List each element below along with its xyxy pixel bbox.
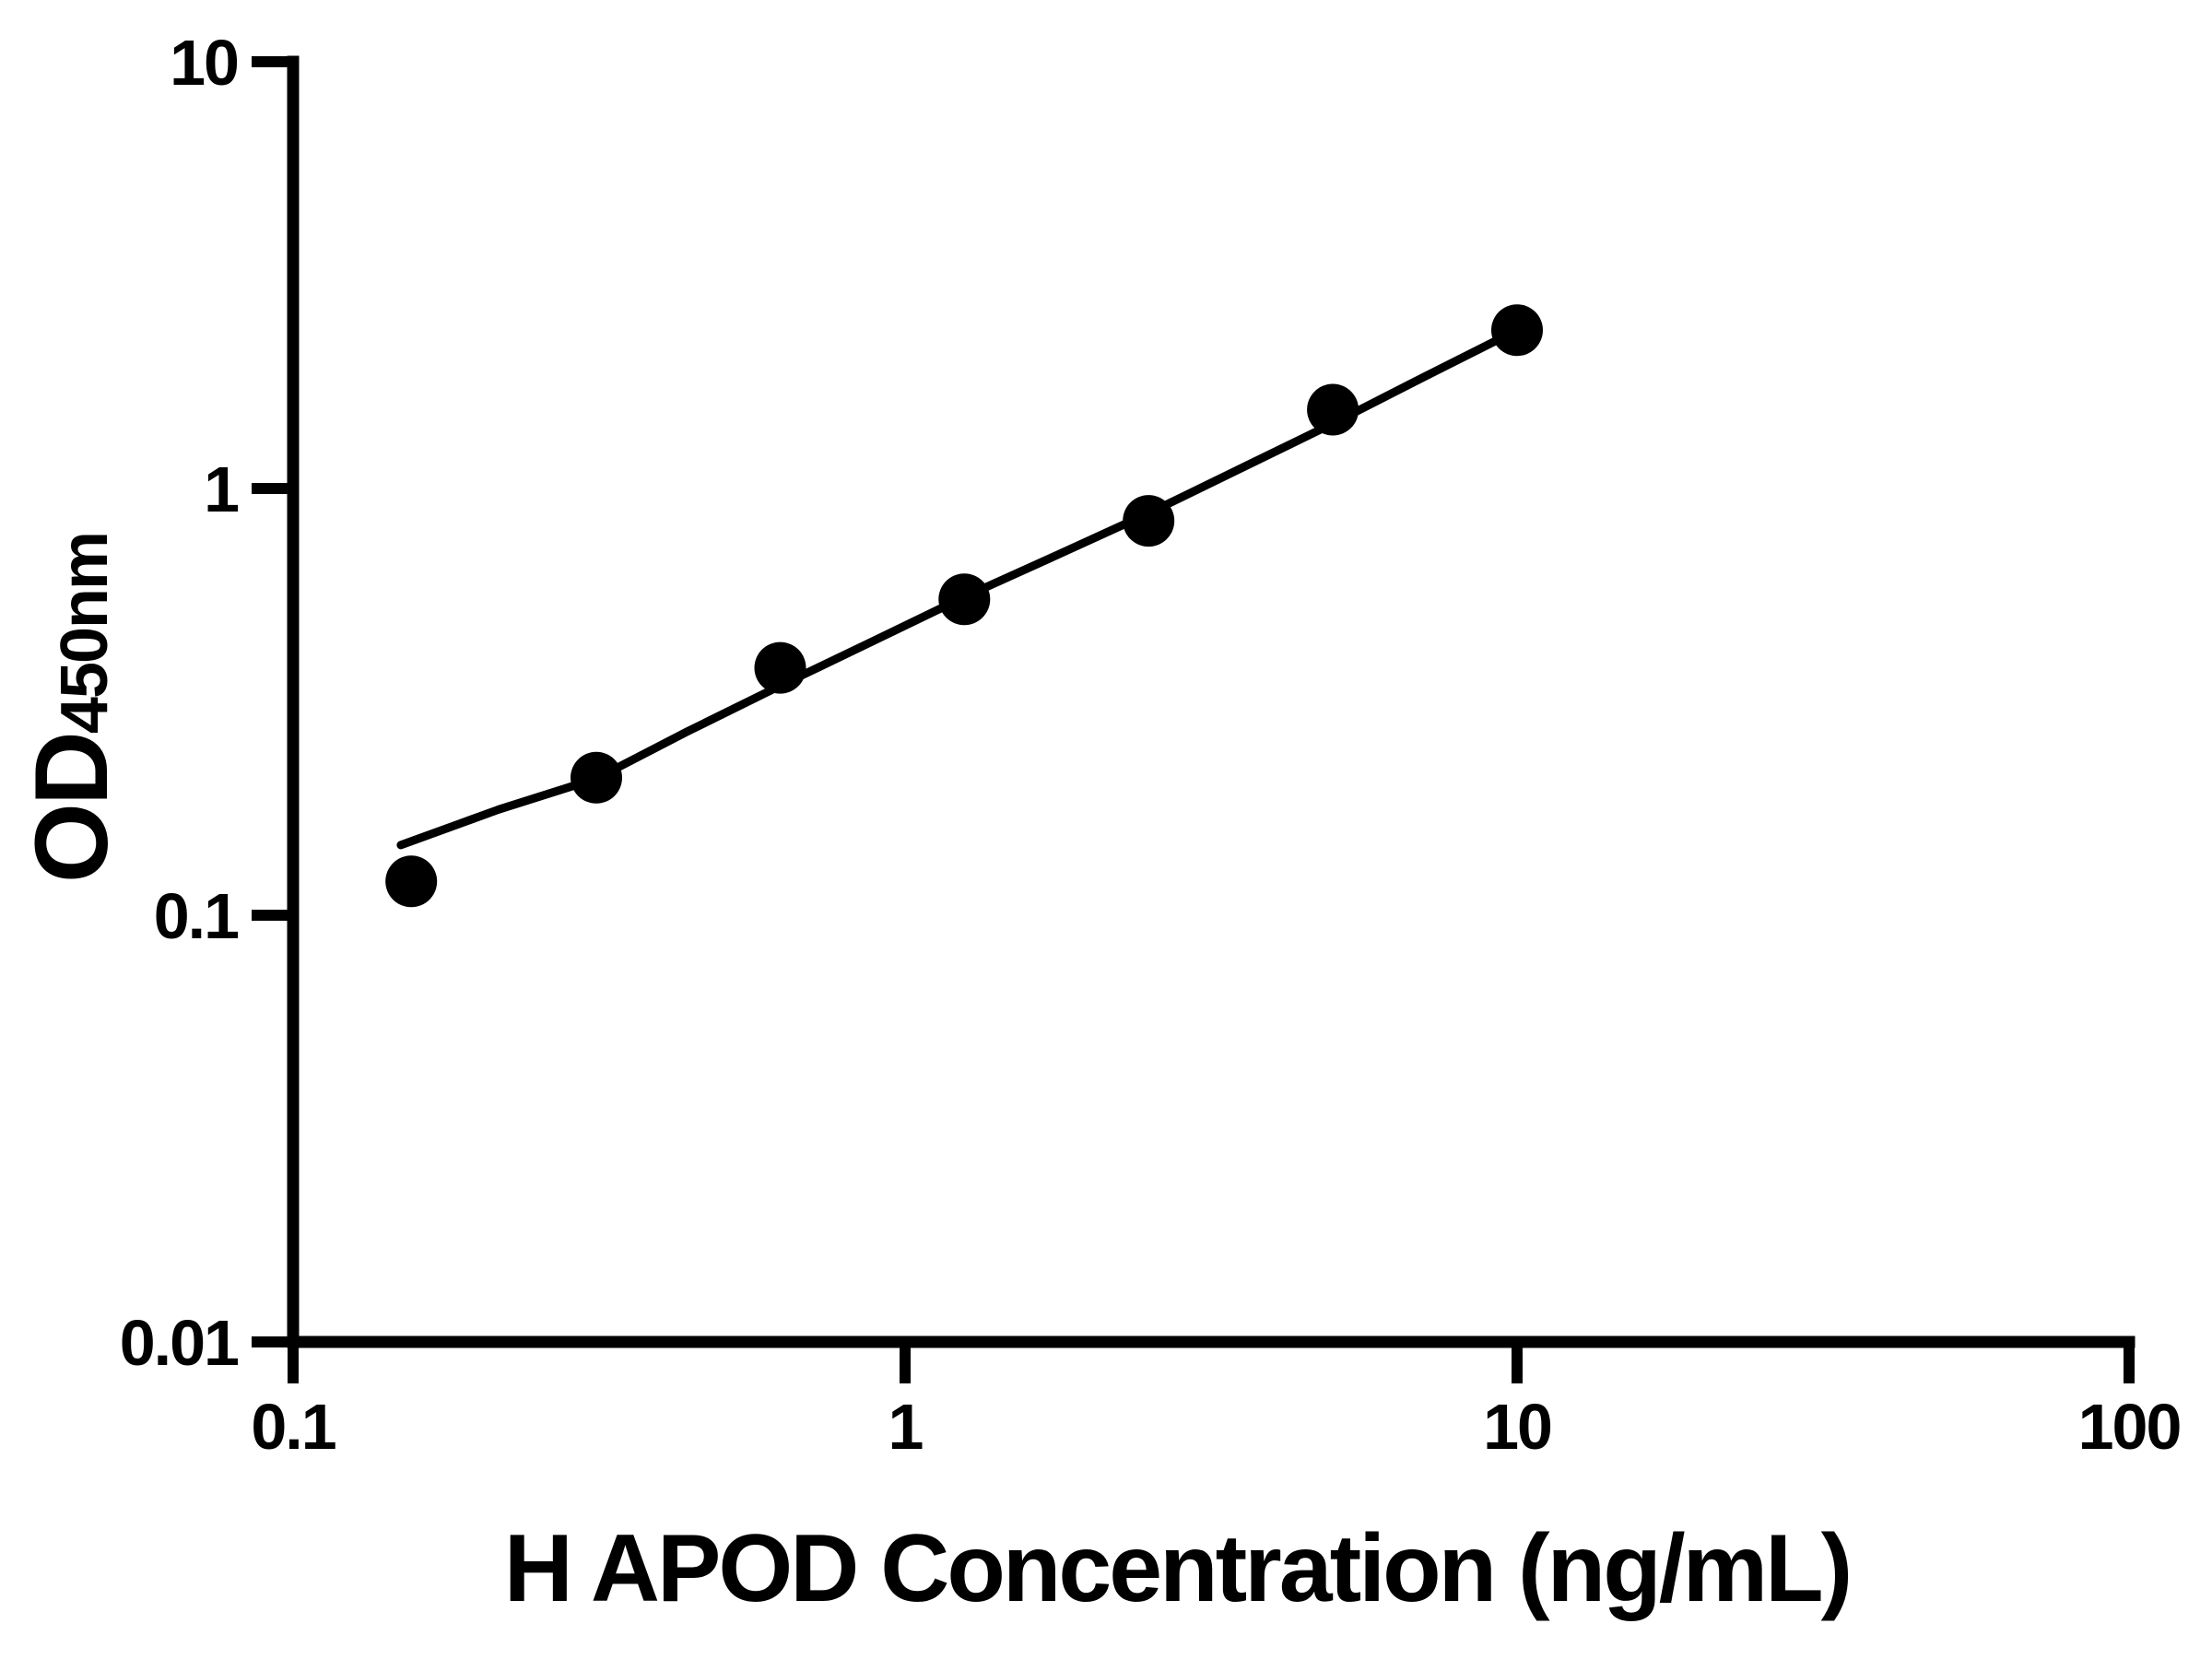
data-point-marker (1307, 383, 1359, 436)
data-point-marker (571, 751, 622, 804)
y-axis-title-subscript: 450nm (48, 532, 122, 735)
x-tick-label: 1 (888, 1391, 923, 1463)
data-point-marker (385, 855, 438, 908)
y-axis-title-main: OD (14, 734, 129, 884)
x-tick-label: 0.1 (251, 1391, 335, 1463)
y-tick-label: 1 (204, 453, 238, 525)
x-axis-title: H APOD Concentration (ng/mL) (503, 1515, 1853, 1622)
y-axis-title: OD450nm (14, 532, 129, 883)
data-point-marker (938, 573, 991, 626)
data-point-marker (1123, 495, 1175, 547)
data-point-marker (754, 641, 806, 694)
y-tick-label: 0.01 (120, 1307, 238, 1379)
x-tick-label: 100 (2078, 1391, 2181, 1463)
x-tick-label: 10 (1483, 1391, 1551, 1463)
data-point-marker (1491, 304, 1543, 357)
y-tick-label: 10 (170, 27, 238, 99)
y-tick-label: 0.1 (154, 880, 238, 952)
